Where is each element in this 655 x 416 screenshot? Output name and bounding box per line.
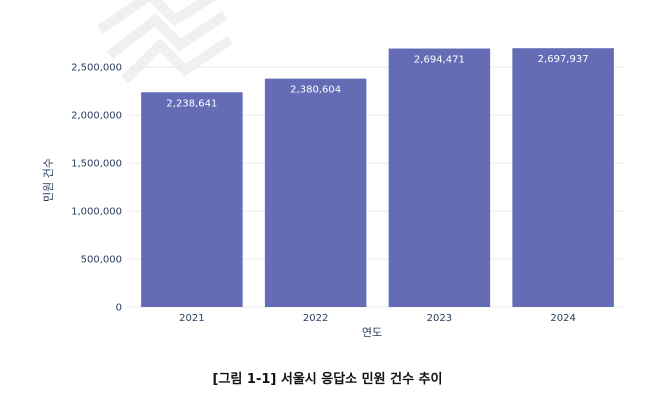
x-axis-ticks: 2021 2022 2023 2024 [179, 313, 576, 324]
figure-caption: [그림 1-1] 서울시 응답소 민원 건수 추이 [212, 372, 443, 387]
bars: 2,238,641 2,380,604 2,694,471 2,697,937 [141, 48, 614, 308]
bar-value-label: 2,238,641 [166, 98, 217, 109]
bar-chart: 0 500,000 1,000,000 1,500,000 2,000,000 2,500… [42, 48, 625, 339]
y-tick-label: 0 [116, 303, 122, 314]
y-tick-label: 1,000,000 [71, 207, 122, 218]
y-axis-title: 민원 건수 [42, 158, 55, 202]
y-tick-label: 2,500,000 [71, 63, 122, 74]
x-tick-label: 2023 [427, 313, 452, 324]
bar-value-label: 2,380,604 [290, 85, 341, 96]
bar-value-label: 2,694,471 [414, 55, 465, 66]
x-tick-label: 2024 [550, 313, 575, 324]
y-tick-label: 1,500,000 [71, 159, 122, 170]
y-tick-label: 500,000 [81, 255, 122, 266]
x-tick-label: 2021 [179, 313, 204, 324]
bar-value-label: 2,697,937 [538, 54, 589, 65]
bar-2022 [264, 78, 367, 307]
watermark-graphic [97, 0, 233, 84]
bar-2021 [141, 92, 243, 307]
y-axis-ticks: 0 500,000 1,000,000 1,500,000 2,000,000 2,500… [71, 63, 122, 314]
bar-2023 [388, 48, 491, 308]
x-axis-title: 연도 [362, 326, 382, 339]
x-tick-label: 2022 [303, 313, 328, 324]
y-tick-label: 2,000,000 [71, 111, 122, 122]
bar-2024 [512, 48, 614, 307]
